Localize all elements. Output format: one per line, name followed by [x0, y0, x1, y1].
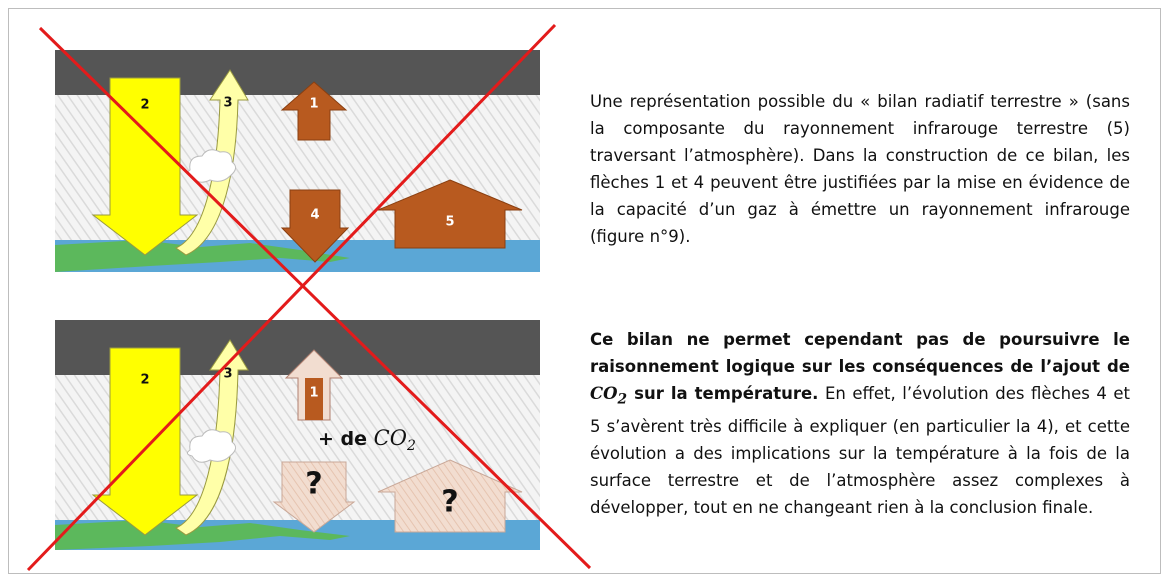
page: 2 3 1 4 5 2 3 1 ? ? + de CO2 Une représe… — [0, 0, 1171, 580]
formula: CO — [590, 384, 618, 403]
text: En effet, l’évolution des flèches 4 et 5… — [590, 384, 1130, 517]
arrow-label: 3 — [223, 96, 232, 111]
arrow-label: 1 — [309, 386, 318, 401]
top-diagram: 2 3 1 4 5 — [55, 50, 540, 272]
arrow-label: 5 — [445, 215, 454, 230]
text: Ce bilan ne permet cependant pas de pour… — [590, 330, 1130, 376]
subscript: 2 — [406, 438, 416, 454]
formula: CO — [374, 426, 407, 450]
arrow-label: 3 — [223, 367, 232, 382]
question-mark: ? — [305, 467, 322, 502]
question-mark: ? — [441, 485, 458, 520]
paragraph: Une représentation possible du « bilan r… — [590, 88, 1130, 250]
arrow-label: 1 — [309, 97, 318, 112]
arrow-label: 4 — [310, 208, 319, 223]
paragraph: Ce bilan ne permet cependant pas de pour… — [590, 326, 1130, 521]
subscript: 2 — [618, 391, 628, 407]
bottom-diagram: 2 3 1 ? ? + de CO2 — [55, 320, 540, 550]
text: Une représentation possible du « bilan r… — [590, 92, 1130, 246]
arrow-label: 2 — [140, 373, 149, 388]
co2-annotation: + de CO2 — [318, 426, 416, 454]
arrow-label: 2 — [140, 98, 149, 113]
annotation-prefix: + de — [318, 428, 367, 450]
text: sur la température. — [634, 384, 818, 403]
